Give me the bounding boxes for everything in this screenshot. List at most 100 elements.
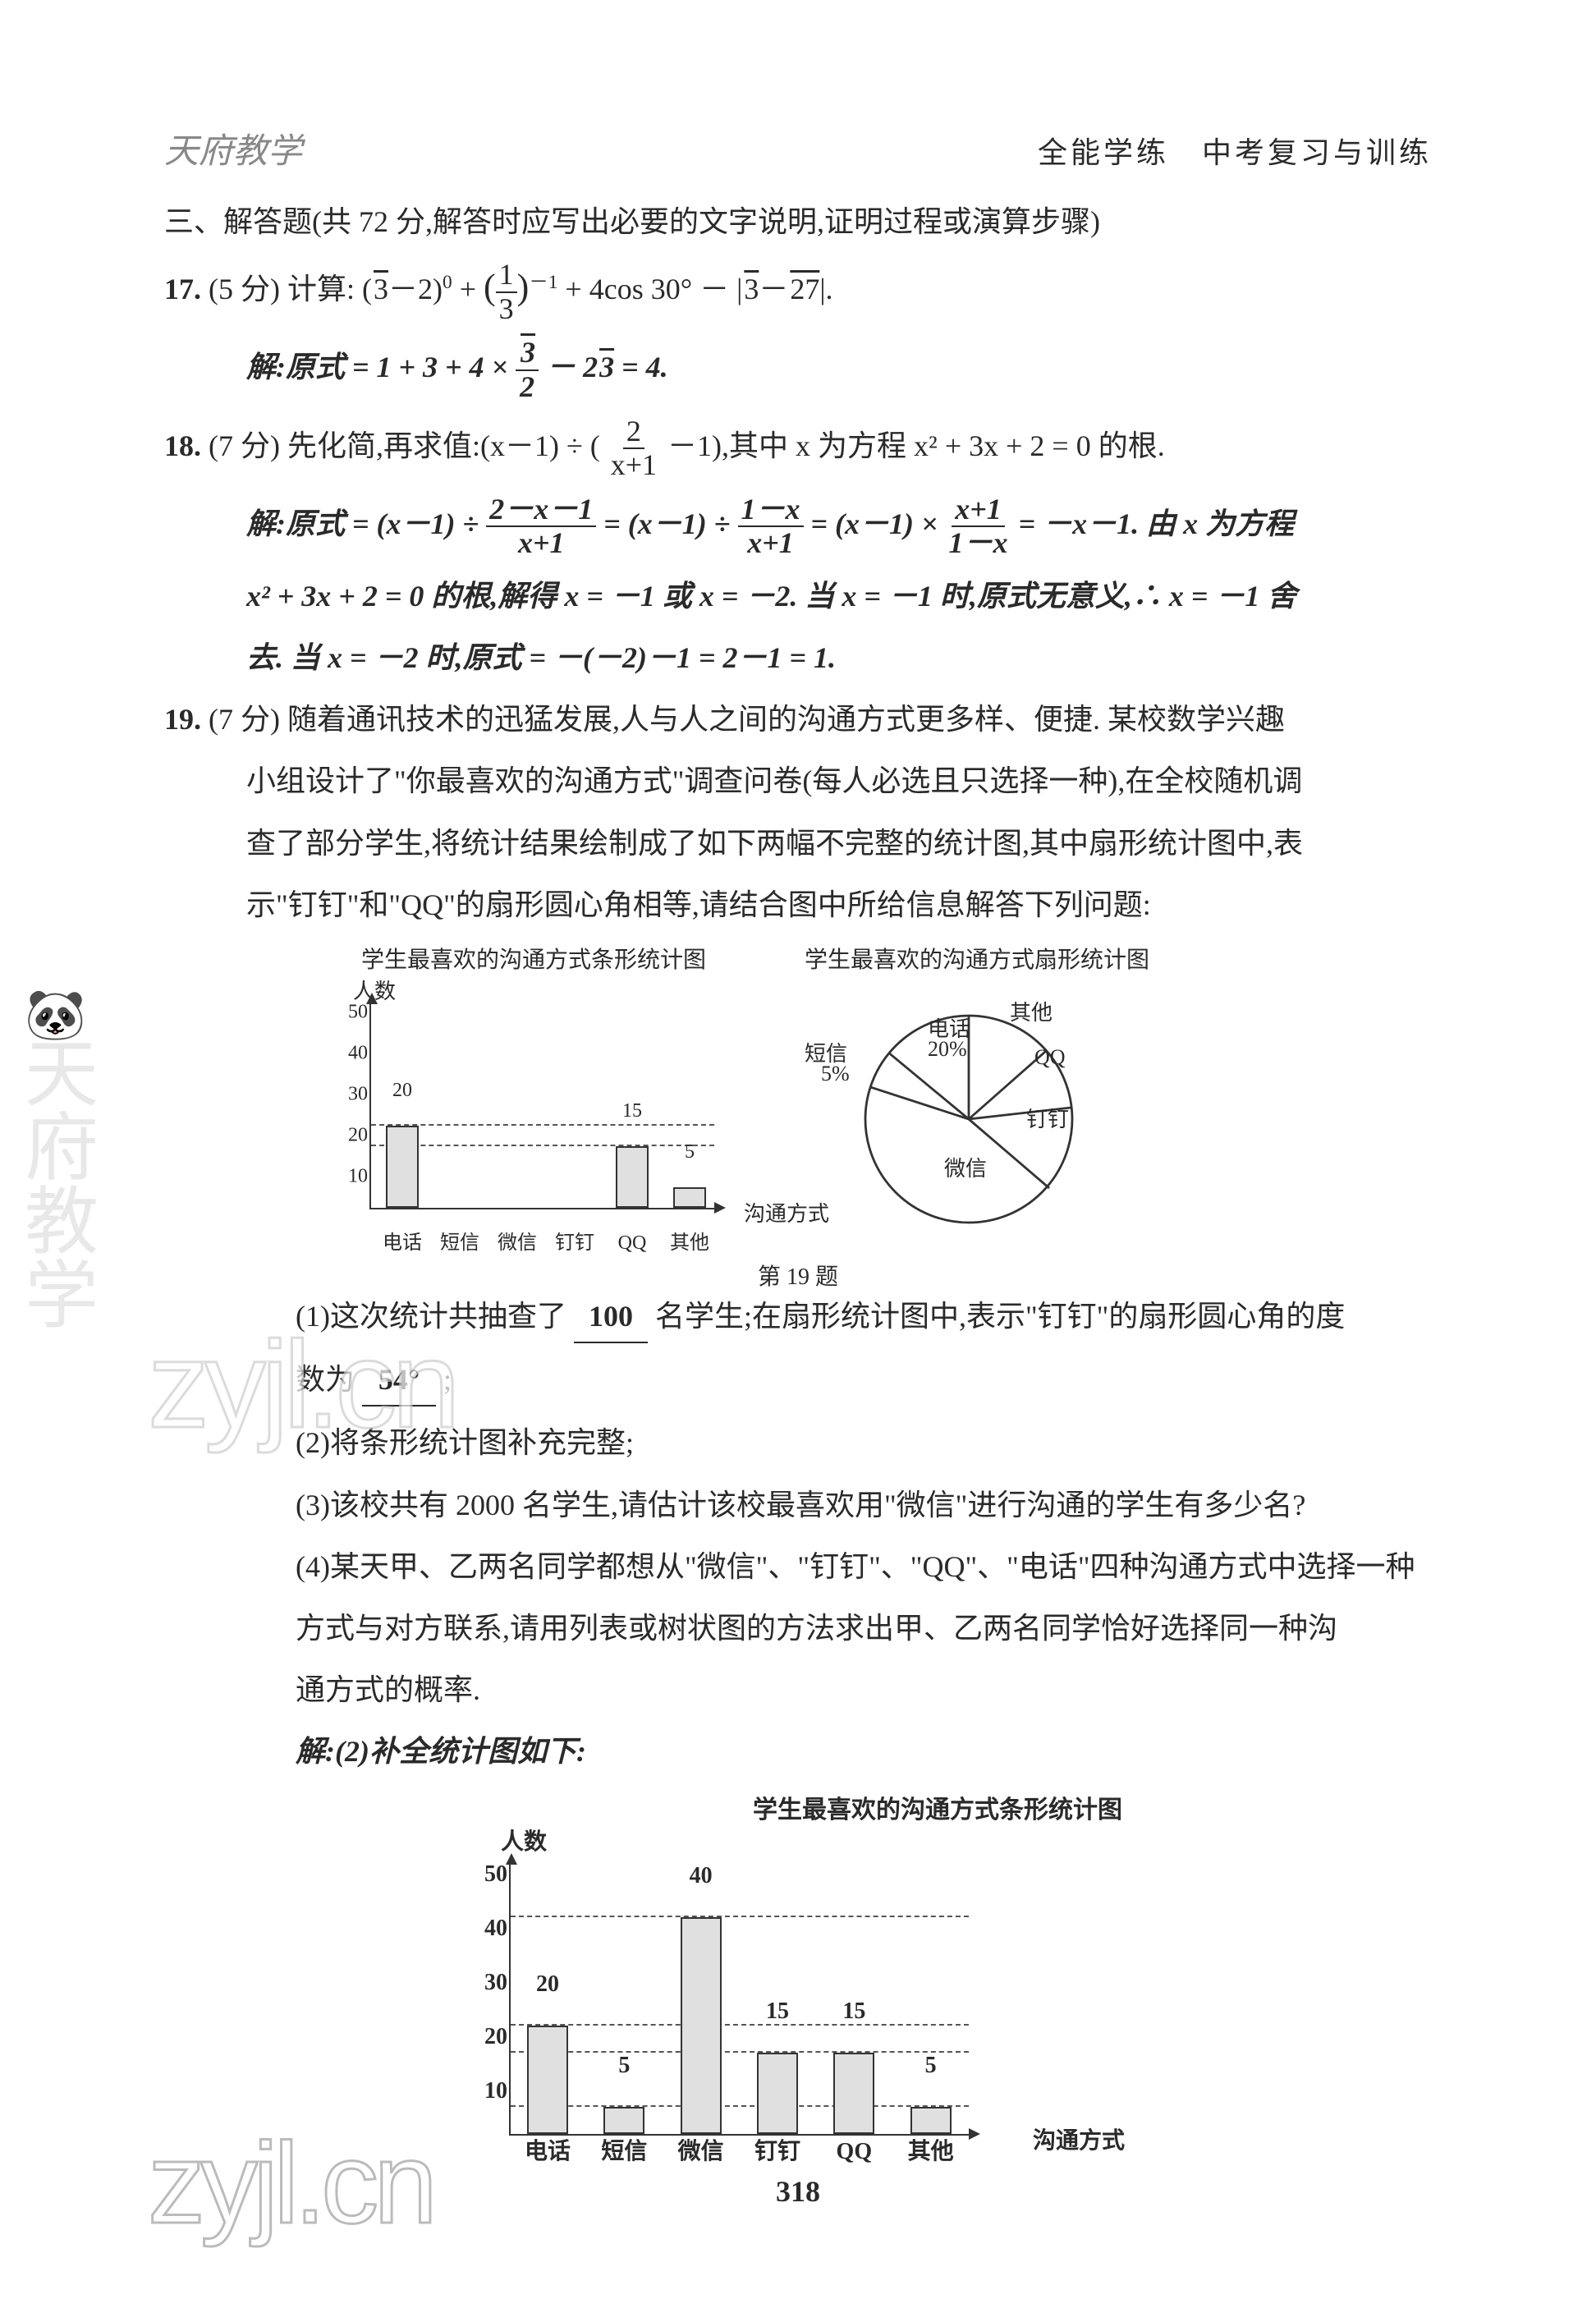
grid-line bbox=[511, 2105, 969, 2107]
bar bbox=[757, 2053, 798, 2134]
y-tick: 40 bbox=[465, 1916, 507, 1942]
y-tick: 20 bbox=[332, 1125, 368, 1147]
grid-line bbox=[371, 1145, 714, 1146]
pie-chart: 学生最喜欢的沟通方式扇形统计图 电话 20% 短信 5% 其他 QQ bbox=[805, 942, 1149, 1250]
bar-value-label: 5 bbox=[603, 2053, 644, 2079]
watermark-bottom: zyjl.cn bbox=[148, 2117, 433, 2250]
y-tick: 10 bbox=[332, 1166, 368, 1188]
y-tick: 40 bbox=[332, 1043, 368, 1065]
q17-solution: 解:原式 = 1 + 3 + 4 × 32 － 23 = 4. bbox=[164, 337, 1432, 403]
q17-points: (5 分) bbox=[209, 273, 280, 305]
bar-value-label: 20 bbox=[386, 1080, 419, 1102]
q18-solution-l2: x² + 3x + 2 = 0 的根,解得 x = －1 或 x = －2. 当… bbox=[164, 571, 1432, 622]
brand-logo: 天府教学 bbox=[164, 123, 302, 173]
y-tick: 30 bbox=[332, 1084, 368, 1106]
category-label: 其他 bbox=[902, 2140, 960, 2165]
y-tick: 10 bbox=[465, 2078, 507, 2104]
pie-lbl-weixin: 微信 bbox=[944, 1152, 987, 1182]
bar-value-label: 40 bbox=[681, 1863, 722, 1889]
q19-sub3: (3)该校共有 2000 名学生,请估计该校最喜欢用"微信"进行沟通的学生有多少… bbox=[164, 1480, 1432, 1530]
category-label: 短信 bbox=[439, 1232, 480, 1254]
category-label: 电话 bbox=[382, 1232, 423, 1254]
bar-lg-ylabel: 人数 bbox=[501, 1824, 547, 1856]
question-18: 18. (7 分) 先化简,再求值:(x－1) ÷ ( 2x+1 －1),其中 … bbox=[164, 415, 1432, 482]
q19-stem-1: 随着通讯技术的迅猛发展,人与人之间的沟通方式更多样、便捷. 某校数学兴趣 bbox=[287, 703, 1285, 736]
q19-sol2-label: 解:(2)补全统计图如下: bbox=[164, 1727, 1432, 1777]
arrow-right-icon bbox=[969, 2128, 980, 2140]
watermark-side: 天府教学 bbox=[16, 1035, 90, 1330]
bar-sm-xlabel: 沟通方式 bbox=[744, 1197, 829, 1228]
bar-value-label: 5 bbox=[673, 1141, 706, 1163]
q19-number: 19. bbox=[164, 703, 201, 736]
q18-sol-mid2: = (x－1) × bbox=[811, 507, 938, 540]
category-label: 钉钉 bbox=[749, 2140, 806, 2165]
fig-caption-19: 第 19 题 bbox=[164, 1259, 1432, 1292]
category-label: 钉钉 bbox=[554, 1232, 595, 1254]
arrow-up-icon bbox=[366, 993, 378, 1004]
category-label: 微信 bbox=[497, 1232, 538, 1254]
bar bbox=[603, 2107, 644, 2134]
bar bbox=[681, 1917, 722, 2134]
bar-sm-canvas: 人数 沟通方式 102030405020电话短信微信钉钉15QQ5其他 bbox=[312, 980, 755, 1250]
bar-lg-canvas: 人数 沟通方式 102030405020电话5短信40微信15钉钉15QQ5其他 bbox=[443, 1832, 1034, 2185]
y-tick: 50 bbox=[465, 1861, 507, 1888]
bar-value-label: 15 bbox=[616, 1100, 649, 1122]
bar bbox=[616, 1146, 649, 1208]
page-header: 天府教学 全能学练 中考复习与训练 bbox=[164, 123, 1432, 173]
q19-ans1: 100 bbox=[574, 1292, 648, 1343]
bar-chart-small: 学生最喜欢的沟通方式条形统计图 人数 沟通方式 102030405020电话短信… bbox=[312, 942, 755, 1250]
question-19: 19. (7 分) 随着通讯技术的迅猛发展,人与人之间的沟通方式更多样、便捷. … bbox=[164, 695, 1432, 745]
question-17: 17. (5 分) 计算: (3－2)0 + (13)－1 + 4cos 30°… bbox=[164, 257, 1432, 325]
bar-value-label: 15 bbox=[833, 1998, 874, 2025]
pie-lbl-qq: QQ bbox=[1034, 1045, 1066, 1070]
bar-value-label: 20 bbox=[527, 1971, 568, 1998]
q19-sub4c: 通方式的概率. bbox=[164, 1665, 1432, 1715]
bar-lg-axes: 102030405020电话5短信40微信15钉钉15QQ5其他 bbox=[509, 1865, 969, 2136]
arrow-up-icon bbox=[506, 1853, 517, 1865]
q17-sol-label: 解:原式 bbox=[246, 351, 345, 383]
bar-value-label: 15 bbox=[757, 1998, 798, 2025]
q18-stem-b: －1),其中 x 为方程 x² + 3x + 2 = 0 的根. bbox=[667, 429, 1165, 461]
y-tick: 50 bbox=[332, 1002, 368, 1024]
category-label: 微信 bbox=[672, 2140, 730, 2165]
category-label: QQ bbox=[612, 1232, 653, 1254]
bar bbox=[833, 2053, 874, 2134]
bar bbox=[527, 2026, 568, 2134]
q19-sub4b: 方式与对方联系,请用列表或树状图的方法求出甲、乙两名同学恰好选择同一种沟 bbox=[164, 1604, 1432, 1654]
bar-lg-xlabel: 沟通方式 bbox=[1033, 2122, 1125, 2155]
category-label: 电话 bbox=[519, 2140, 576, 2165]
bar-lg-title: 学生最喜欢的沟通方式条形统计图 bbox=[443, 1789, 1432, 1825]
arrow-right-icon bbox=[714, 1202, 726, 1214]
q18-number: 18. bbox=[164, 429, 201, 461]
doc-title: 全能学练 中考复习与训练 bbox=[1038, 129, 1432, 172]
y-tick: 20 bbox=[465, 2024, 507, 2050]
pie-lbl-dingding: 钉钉 bbox=[1026, 1103, 1069, 1133]
page: 天府教学 全能学练 中考复习与训练 三、解答题(共 72 分,解答时应写出必要的… bbox=[0, 0, 1596, 2267]
category-label: QQ bbox=[825, 2140, 883, 2165]
grid-line bbox=[371, 1124, 714, 1126]
q18-sol-label: 解:原式 = (x－1) ÷ bbox=[246, 507, 479, 540]
bar-chart-large: 学生最喜欢的沟通方式条形统计图 人数 沟通方式 10 20 30 40 50 20 电话 5 短… bbox=[443, 1789, 1432, 2185]
q19-stem-4: 示"钉钉"和"QQ"的扇形圆心角相等,请结合图中所给信息解答下列问题: bbox=[164, 880, 1432, 930]
q18-solution-l1: 解:原式 = (x－1) ÷ 2－x－1x+1 = (x－1) ÷ 1－xx+1… bbox=[164, 493, 1432, 560]
y-tick: 30 bbox=[465, 1970, 507, 1996]
q19-points: (7 分) bbox=[209, 703, 280, 736]
bar bbox=[910, 2107, 952, 2134]
section-3-heading: 三、解答题(共 72 分,解答时应写出必要的文字说明,证明过程或演算步骤) bbox=[164, 198, 1432, 241]
bar-value-label: 5 bbox=[910, 2053, 952, 2079]
pie-canvas: 电话 20% 短信 5% 其他 QQ 钉钉 微信 bbox=[821, 980, 1133, 1250]
pie-lbl-duanxin-pct: 5% bbox=[821, 1062, 850, 1086]
q19-charts: 学生最喜欢的沟通方式条形统计图 人数 沟通方式 102030405020电话短信… bbox=[312, 942, 1432, 1250]
q17-sol-rest: = 4. bbox=[621, 351, 668, 383]
q19-stem-2: 小组设计了"你最喜欢的沟通方式"调查问卷(每人必选且只选择一种),在全校随机调 bbox=[164, 756, 1432, 806]
q18-points: (7 分) bbox=[209, 429, 280, 461]
q19-sub1-b: 名学生;在扇形统计图中,表示"钉钉"的扇形圆心角的度 bbox=[655, 1300, 1345, 1333]
pie-lbl-dianhua-pct: 20% bbox=[928, 1037, 967, 1062]
q17-number: 17. bbox=[164, 273, 201, 305]
bar bbox=[673, 1187, 706, 1208]
pie-lbl-qita: 其他 bbox=[1010, 996, 1053, 1026]
watermark-mid: zyjl.cn bbox=[148, 1314, 456, 1456]
q19-sub4a: (4)某天甲、乙两名同学都想从"微信"、"钉钉"、"QQ"、"电话"四种沟通方式… bbox=[164, 1542, 1432, 1592]
q17-stem-prefix: 计算: bbox=[287, 273, 355, 305]
category-label: 短信 bbox=[595, 2140, 653, 2165]
